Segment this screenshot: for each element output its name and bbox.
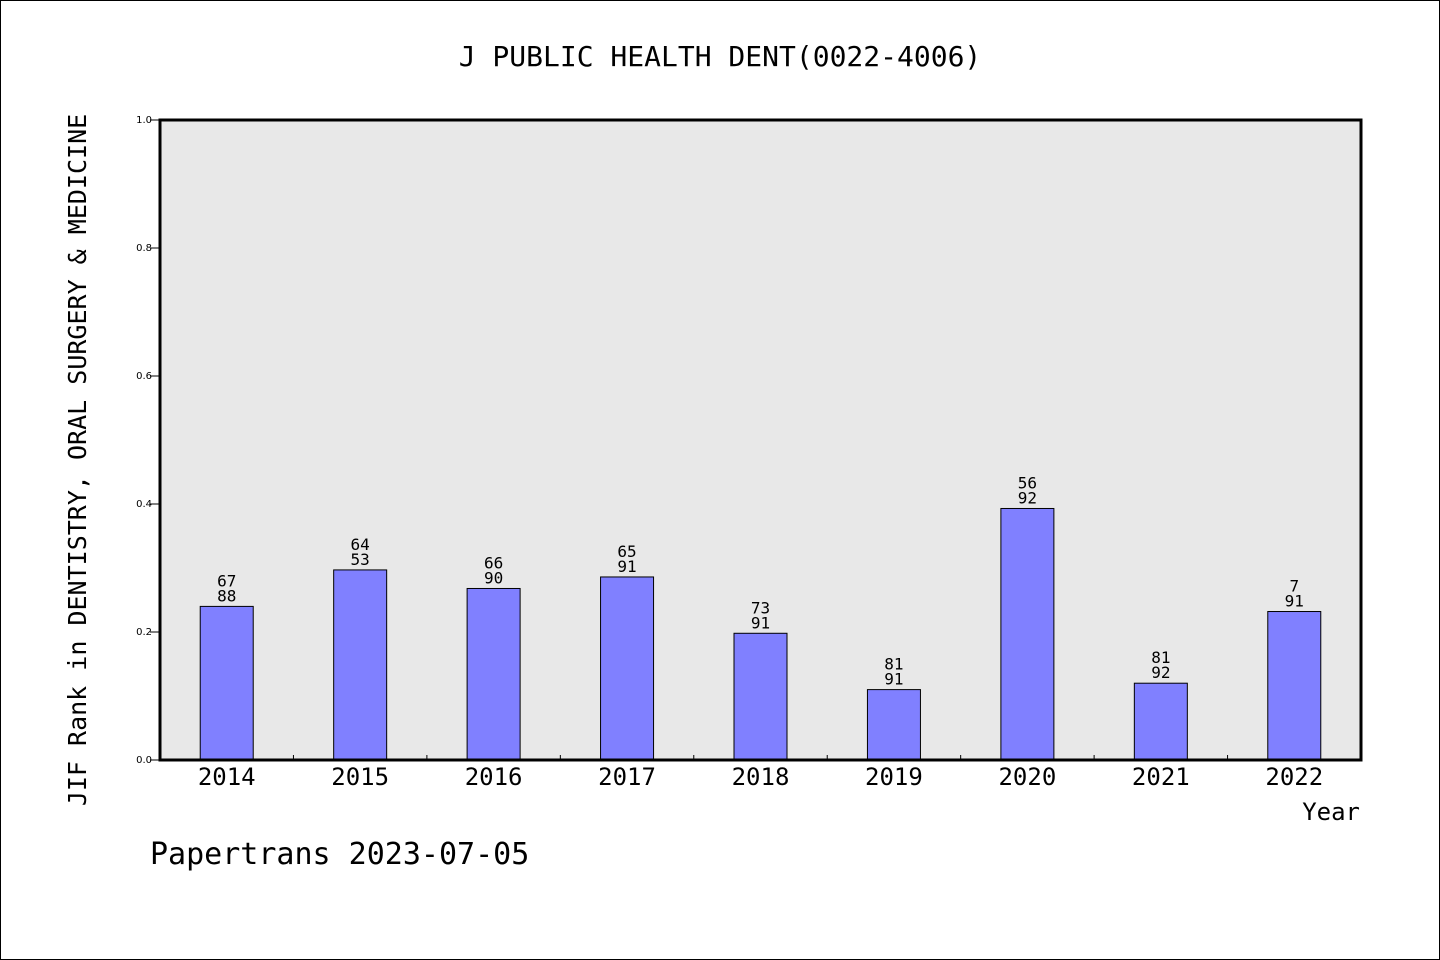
bar-rank-label: 73 bbox=[751, 598, 770, 617]
chart-title: J PUBLIC HEALTH DENT(0022-4006) bbox=[459, 40, 982, 73]
bar-rank-label: 81 bbox=[884, 655, 903, 674]
footer-credit: Papertrans 2023-07-05 bbox=[150, 837, 529, 872]
bar-rank-label: 67 bbox=[217, 571, 236, 590]
bar-rank-label: 64 bbox=[351, 535, 370, 554]
bar-total-label: 92 bbox=[1018, 488, 1037, 507]
x-tick-label: 2017 bbox=[598, 763, 656, 791]
bar-2019 bbox=[866, 689, 921, 761]
y-tick-label: 0.6 bbox=[136, 371, 152, 382]
bar-rank-label: 56 bbox=[1018, 473, 1037, 492]
bar-total-label: 91 bbox=[1285, 592, 1304, 611]
bar-total-label: 91 bbox=[884, 670, 903, 689]
bar-rank-label: 81 bbox=[1151, 648, 1170, 667]
y-tick-label: 0.2 bbox=[136, 627, 152, 638]
bar-rank-label: 66 bbox=[484, 553, 503, 572]
x-tick-label: 2019 bbox=[865, 763, 923, 791]
bar-2017 bbox=[600, 576, 655, 761]
plot-border bbox=[158, 118, 1363, 762]
bar-2014 bbox=[199, 605, 254, 761]
y-tick-label: 0.8 bbox=[136, 243, 152, 254]
y-tick-label: 1.0 bbox=[136, 115, 152, 126]
bar-total-label: 88 bbox=[217, 586, 236, 605]
x-tick-label: 2016 bbox=[465, 763, 523, 791]
y-tick-label: 0.4 bbox=[136, 499, 152, 510]
bar-total-label: 53 bbox=[351, 550, 370, 569]
bar-2018 bbox=[733, 632, 788, 761]
bar-2016 bbox=[466, 587, 521, 761]
x-axis-label: Year bbox=[1302, 798, 1360, 826]
x-tick-label: 2018 bbox=[732, 763, 790, 791]
x-tick-label: 2020 bbox=[998, 763, 1056, 791]
x-tick-label: 2015 bbox=[331, 763, 389, 791]
x-tick-label: 2021 bbox=[1132, 763, 1190, 791]
bar-total-label: 92 bbox=[1151, 663, 1170, 682]
y-axis-ticks: 0.0 0.2 0.4 0.6 0.8 1.0 bbox=[136, 115, 160, 766]
bar-rank-label: 7 bbox=[1289, 577, 1299, 596]
x-tick-label: 2014 bbox=[198, 763, 256, 791]
y-axis-label: JIF Rank in DENTISTRY, ORAL SURGERY & ME… bbox=[63, 114, 92, 806]
bar-2021 bbox=[1133, 682, 1188, 761]
bar-2022 bbox=[1267, 611, 1322, 761]
x-axis-ticks: 2014 2015 2016 2017 2018 2019 2020 2021 2022 bbox=[198, 755, 1323, 791]
bar-2015 bbox=[333, 569, 388, 761]
y-tick-label: 0.0 bbox=[136, 755, 152, 766]
bar-total-label: 91 bbox=[617, 557, 636, 576]
bar-total-label: 91 bbox=[751, 613, 770, 632]
bar-total-label: 90 bbox=[484, 568, 503, 587]
x-tick-label: 2022 bbox=[1265, 763, 1323, 791]
bar-rank-label: 65 bbox=[617, 542, 636, 561]
bar-2020 bbox=[1000, 507, 1055, 761]
